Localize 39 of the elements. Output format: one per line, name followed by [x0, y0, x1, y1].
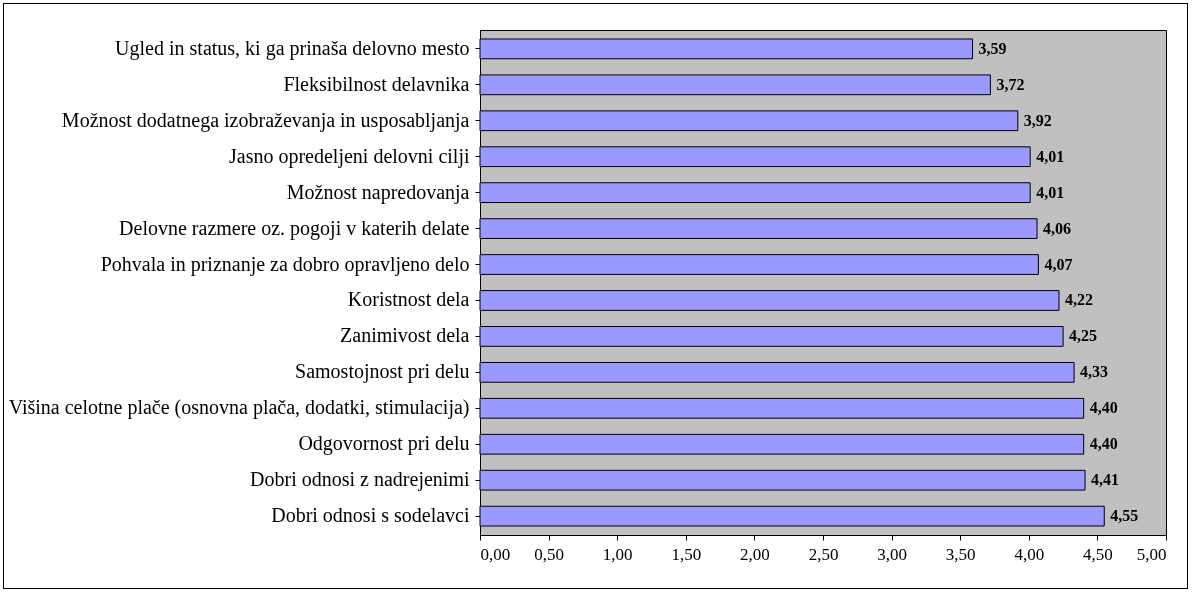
- data-label: 3,59: [978, 39, 1007, 57]
- y-tick-label: Dobri odnosi z nadrejenimi: [250, 468, 470, 492]
- y-tick-label: Možnost dodatnega izobraževanja in usposabljanja: [61, 108, 470, 132]
- y-tick-label: Višina celotne plače (osnovna plača, dodatki, stimulacija): [8, 396, 470, 420]
- x-tick-label: 1,00: [602, 544, 633, 564]
- y-tick-label: Odgovornost pri delu: [298, 432, 470, 456]
- x-tick-label: 5,00: [1136, 544, 1167, 564]
- x-tick-label: 4,00: [1014, 544, 1045, 564]
- data-label: 4,22: [1064, 291, 1093, 309]
- x-tick-label: 3,50: [945, 544, 976, 564]
- y-tick-label: Ugled in status, ki ga prinaša delovno mesto: [115, 36, 470, 60]
- y-tick-label: Koristnost dela: [347, 288, 470, 311]
- x-tick-label: 0,50: [534, 544, 564, 564]
- data-label: 4,01: [1036, 147, 1065, 165]
- data-label: 4,40: [1089, 399, 1118, 417]
- data-label: 3,72: [996, 75, 1025, 93]
- x-tick-label: 3,00: [877, 544, 907, 564]
- data-label: 3,92: [1023, 111, 1052, 129]
- data-label: 4,33: [1080, 363, 1109, 381]
- data-label: 4,06: [1043, 219, 1072, 237]
- y-tick-label: Dobri odnosi s sodelavci: [271, 504, 470, 527]
- y-tick-label: Delovne razmere oz. pogoji v katerih delate: [119, 216, 470, 240]
- data-label: 4,55: [1110, 507, 1139, 525]
- y-tick-label: Jasno opredeljeni delovni cilji: [229, 144, 470, 168]
- y-tick-label: Možnost napredovanja: [286, 180, 470, 204]
- data-label: 4,01: [1036, 183, 1065, 201]
- x-tick-label: 2,00: [740, 544, 770, 564]
- y-tick-label: Pohvala in priznanje za dobro opravljeno delo: [100, 252, 470, 276]
- data-label: 4,25: [1069, 327, 1098, 345]
- y-tick-label: Samostojnost pri delu: [295, 360, 470, 384]
- x-tick-label: 4,50: [1083, 544, 1113, 564]
- data-label: 4,40: [1089, 435, 1118, 453]
- x-tick-label: 1,50: [671, 544, 702, 564]
- data-label: 4,07: [1044, 255, 1073, 273]
- x-tick-label: 0,00: [480, 544, 511, 564]
- x-tick-label: 2,50: [808, 544, 839, 564]
- y-tick-label: Fleksibilnost delavnika: [283, 72, 470, 95]
- data-label: 4,41: [1091, 471, 1120, 489]
- y-tick-label: Zanimivost dela: [340, 324, 470, 347]
